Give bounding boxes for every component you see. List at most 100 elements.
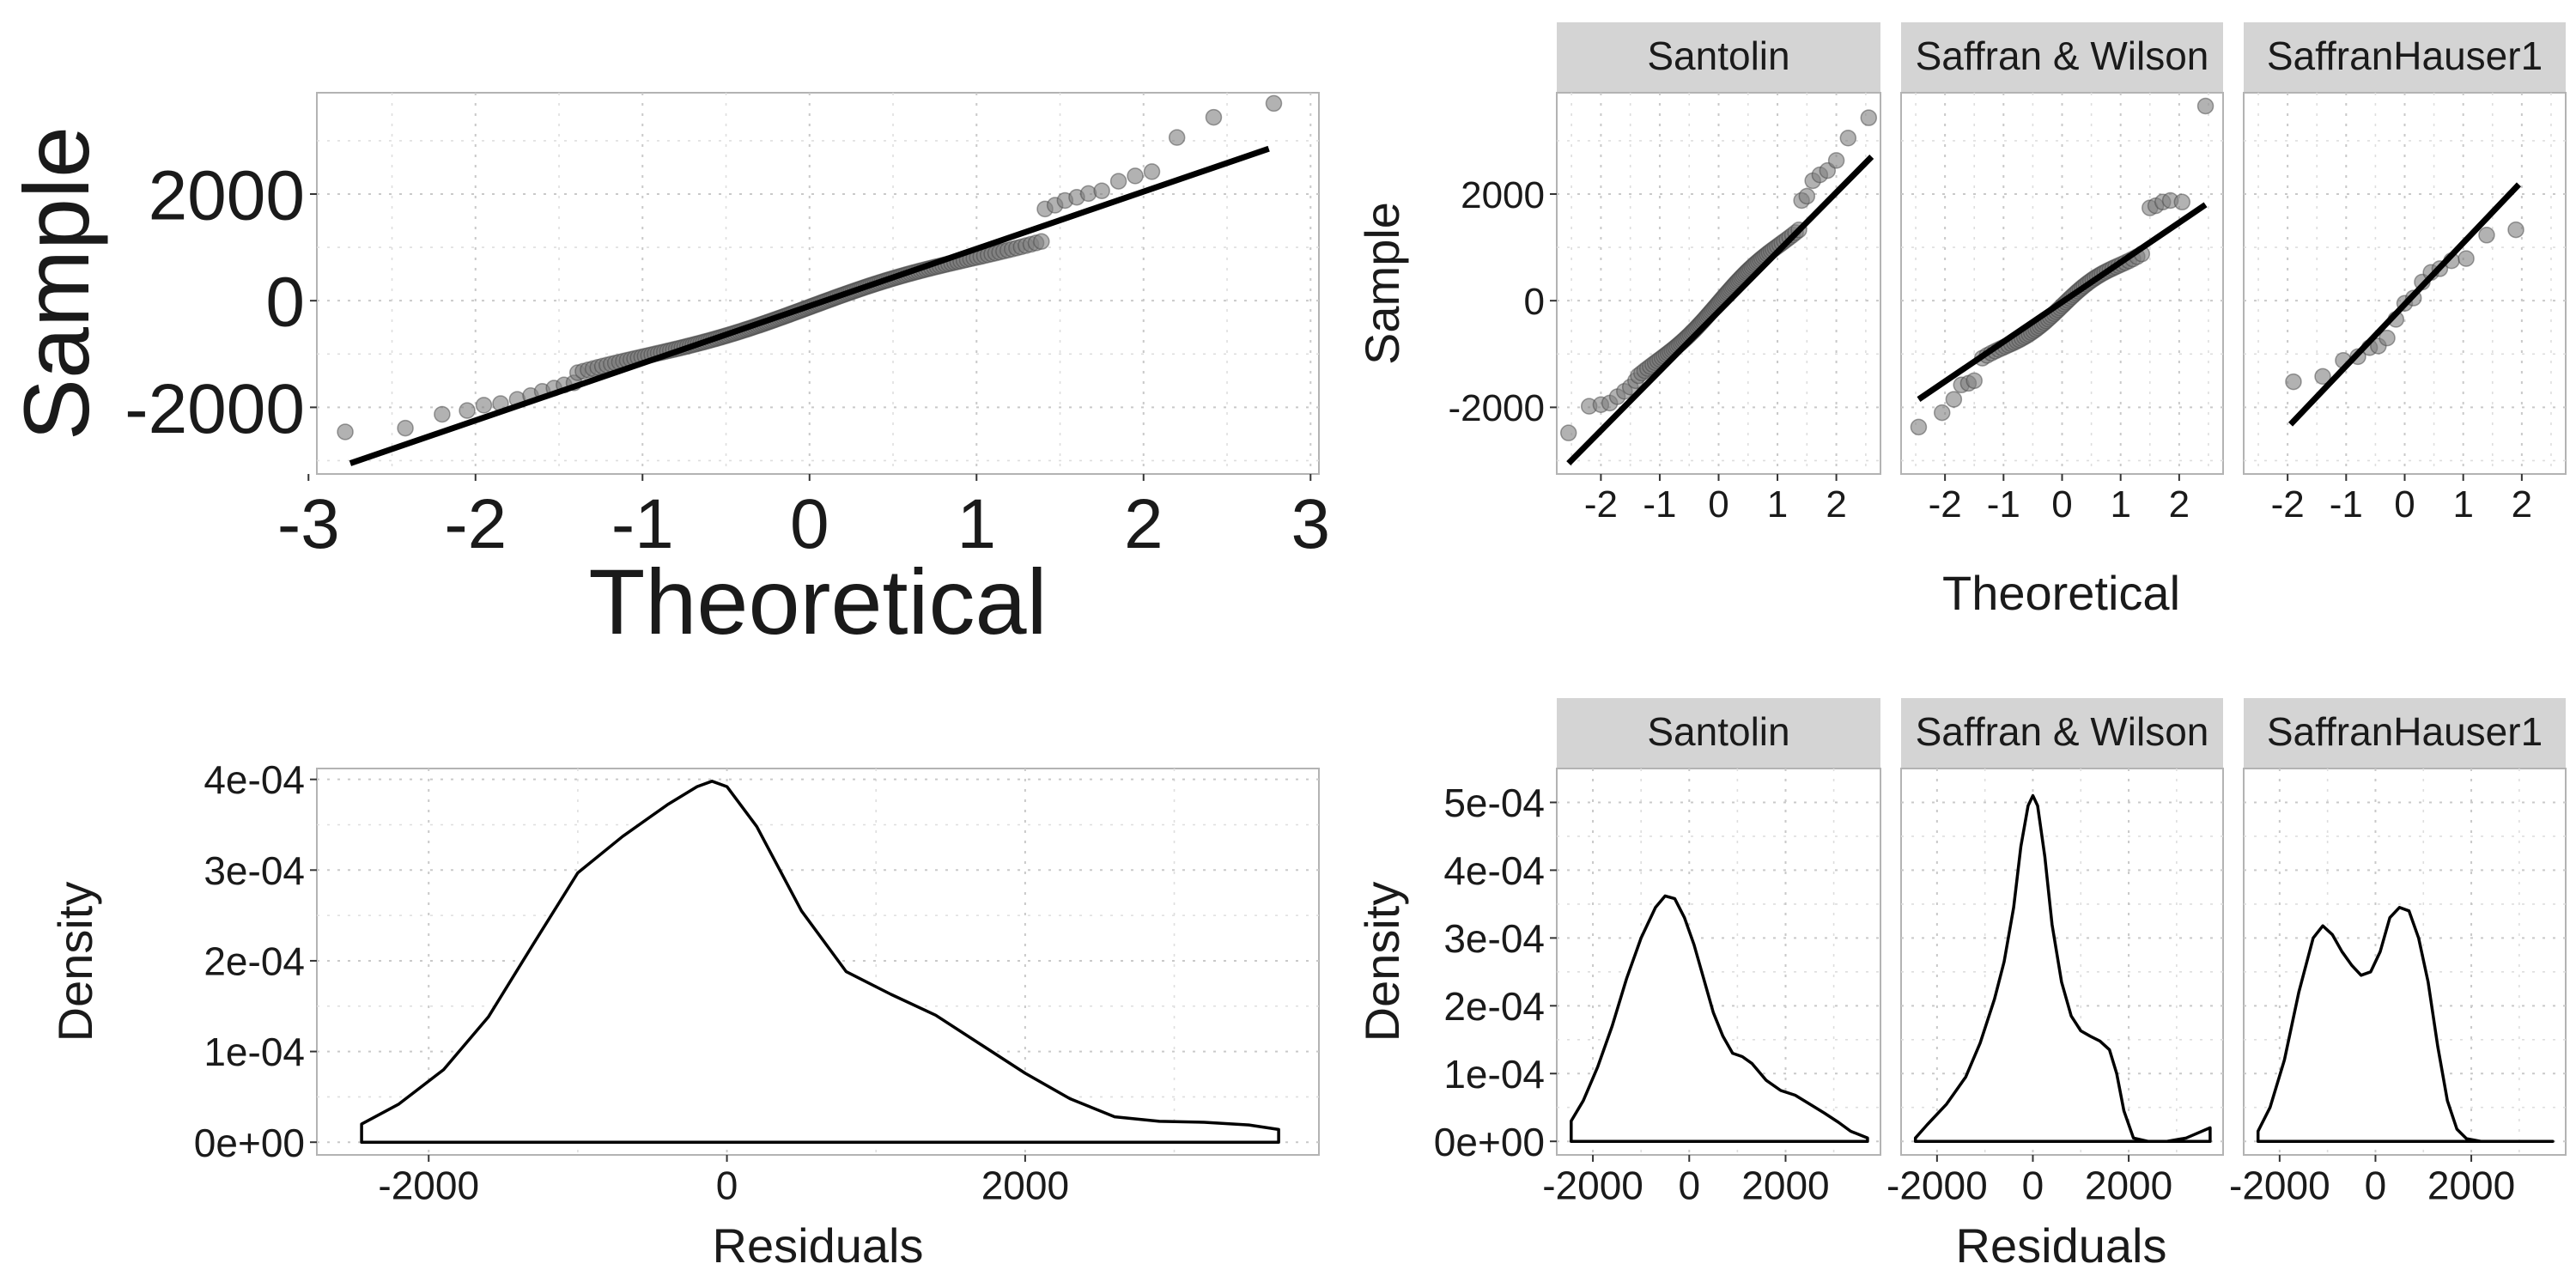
x-tick-label: 2000: [2085, 1163, 2172, 1208]
facet-strip-label: SaffranHauser1: [2267, 709, 2543, 754]
x-tick-label: -2000: [2229, 1163, 2330, 1208]
density-overall-chart: -2000 0 2000 0e+00 1e-04 2e-04 3e-04 4e-04 Resid…: [48, 757, 1320, 1273]
density-facet-panel: SaffranHauser1 -2000 0 2000: [2229, 698, 2567, 1208]
y-axis-title: Sample: [4, 126, 108, 440]
qq-point: [1945, 391, 1963, 408]
qq-facet-panel: Saffran & Wilson -2 -1 0 1 2: [1900, 22, 2224, 526]
qq-point: [1265, 94, 1283, 112]
qq-point: [2196, 97, 2215, 115]
facet-strip: [2244, 698, 2566, 769]
qq-point: [2285, 373, 2302, 391]
x-axis-title: Theoretical: [588, 550, 1047, 653]
facet-strip: [1557, 22, 1880, 93]
qq-point: [1965, 372, 1983, 390]
x-tick-label: 0: [1708, 483, 1728, 526]
qq-point: [434, 405, 451, 423]
facet-strip: [1901, 698, 2223, 769]
qq-reference-line: [1917, 202, 2208, 402]
x-tick-label: 3: [1291, 485, 1330, 563]
x-tick-label: -2000: [378, 1163, 479, 1208]
x-tick-label: -1: [2330, 483, 2363, 526]
qq-point: [1798, 187, 1816, 205]
x-tick-label: 2: [2169, 483, 2190, 526]
x-tick-label: 2000: [1741, 1163, 1829, 1208]
qq-point: [1559, 424, 1577, 441]
qq-point: [1079, 185, 1097, 203]
x-tick-label: -1: [1643, 483, 1676, 526]
qq-point: [2173, 193, 2191, 211]
qq-point: [2458, 250, 2475, 267]
qq-point: [459, 402, 476, 419]
y-tick-label: 0: [1524, 281, 1545, 323]
facet-strip-label: Saffran & Wilson: [1916, 33, 2209, 78]
x-tick-label: 2: [2512, 483, 2532, 526]
qq-point: [1860, 109, 1878, 126]
y-tick-label: 0: [265, 264, 305, 342]
panel-background: [1556, 92, 1881, 475]
y-axis-title: Density: [48, 882, 102, 1042]
x-tick-label: 2: [1124, 485, 1163, 563]
y-tick-label: 2000: [1461, 174, 1545, 216]
x-axis-title: Theoretical: [1942, 566, 2180, 620]
x-tick-label: 2000: [2427, 1163, 2515, 1208]
qq-point: [1839, 130, 1857, 147]
y-tick-label: 2e-04: [1443, 984, 1545, 1029]
qq-reference-line: [2288, 182, 2521, 427]
qq-point: [1143, 163, 1161, 180]
x-tick-label: -1: [1987, 483, 2020, 526]
qq-point: [2379, 329, 2396, 347]
x-tick-label: -2: [2271, 483, 2305, 526]
qq-point: [397, 419, 414, 437]
qq-overall-chart: -3 -2 -1 0 1 2 3 -2000 0 2000 Theoretical Sample: [4, 92, 1330, 653]
qq-point: [1093, 182, 1110, 200]
x-tick-label: 1: [1767, 483, 1788, 526]
y-tick-label: 3e-04: [204, 848, 305, 893]
facet-strip: [2244, 22, 2566, 93]
y-tick-label: 1e-04: [204, 1030, 305, 1074]
qq-point: [1168, 129, 1186, 146]
y-tick-label: 3e-04: [1443, 916, 1545, 961]
x-tick-label: -2: [444, 485, 507, 563]
x-tick-label: -2: [1929, 483, 1962, 526]
density-facet-panel: Santolin -2000 0 2000 0e+00 1e-04 2e-04 3e-04 4e…: [1434, 698, 1881, 1208]
qq-facet-panel: SaffranHauser1 -2 -1 0 1 2: [2243, 22, 2567, 526]
facet-strip-label: Santolin: [1647, 33, 1789, 78]
facet-strip: [1901, 22, 2223, 93]
density-facet-panel: Saffran & Wilson -2000 0 2000: [1886, 698, 2224, 1208]
x-tick-label: 0: [2365, 1163, 2387, 1208]
qq-reference-line: [1566, 155, 1874, 466]
qq-point: [1109, 173, 1127, 190]
qq-point: [1033, 233, 1050, 250]
x-tick-label: -2000: [1886, 1163, 1988, 1208]
y-tick-label: 4e-04: [204, 757, 305, 802]
y-tick-label: -2000: [1448, 387, 1545, 429]
qq-point: [1205, 108, 1223, 126]
y-tick-label: 5e-04: [1443, 781, 1545, 825]
qq-point: [2314, 368, 2331, 386]
y-tick-label: 0e+00: [1434, 1120, 1545, 1164]
x-tick-label: -2000: [1542, 1163, 1643, 1208]
x-tick-label: 1: [2452, 483, 2473, 526]
x-tick-label: 1: [2110, 483, 2130, 526]
facet-strip-label: Saffran & Wilson: [1916, 709, 2209, 754]
x-tick-label: -3: [277, 485, 340, 563]
panel-background: [1900, 92, 2224, 475]
facet-strip-label: SaffranHauser1: [2267, 33, 2543, 78]
y-tick-label: 0e+00: [194, 1121, 305, 1165]
x-tick-label: -2: [1584, 483, 1618, 526]
y-tick-label: 4e-04: [1443, 848, 1545, 893]
y-tick-label: 1e-04: [1443, 1052, 1545, 1097]
qq-point: [2507, 221, 2524, 239]
x-tick-label: 0: [1678, 1163, 1700, 1208]
x-axis-title: Residuals: [713, 1218, 924, 1273]
qq-reference-line: [349, 145, 1270, 466]
y-tick-label: 2e-04: [204, 939, 305, 984]
qq-point: [2478, 227, 2495, 244]
x-tick-label: 2000: [981, 1163, 1069, 1208]
x-tick-label: 1: [957, 485, 996, 563]
y-axis-title: Sample: [1355, 202, 1409, 365]
x-tick-label: 0: [716, 1163, 738, 1208]
